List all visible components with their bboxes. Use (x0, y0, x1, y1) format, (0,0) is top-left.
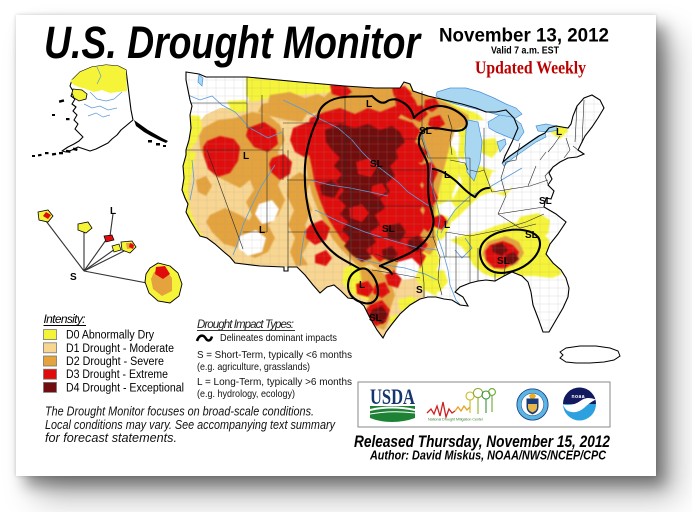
svg-text:SL: SL (525, 230, 538, 241)
svg-text:L: L (359, 280, 365, 291)
svg-text:S: S (70, 272, 77, 283)
svg-text:L: L (110, 206, 116, 217)
svg-text:SL: SL (369, 313, 382, 324)
svg-text:Author: David Miskus, NOAA/NWS: Author: David Miskus, NOAA/NWS/NCEP/CPC (369, 448, 606, 463)
svg-text:Delineates dominant impacts: Delineates dominant impacts (220, 332, 337, 344)
svg-text:L: L (556, 127, 562, 138)
svg-text:U.S. Drought Monitor: U.S. Drought Monitor (44, 17, 422, 68)
svg-text:L: L (366, 99, 372, 110)
svg-text:L = Long-Term, typically >6 mo: L = Long-Term, typically >6 months (197, 376, 352, 388)
svg-text:SL: SL (370, 159, 383, 170)
svg-text:for forecast statements.: for forecast statements. (45, 431, 177, 445)
svg-text:D3 Drought - Extreme: D3 Drought - Extreme (66, 369, 168, 381)
svg-text:November 13, 2012: November 13, 2012 (439, 25, 609, 47)
svg-text:L: L (243, 151, 249, 162)
svg-text:USDA: USDA (370, 384, 415, 409)
svg-text:S = Short-Term, typically <6 m: S = Short-Term, typically <6 months (197, 349, 352, 361)
svg-text:National Drought Mitigation Ce: National Drought Mitigation Center (428, 418, 484, 422)
svg-text:(e.g. hydrology, ecology): (e.g. hydrology, ecology) (197, 388, 295, 400)
svg-text:D1 Drought - Moderate: D1 Drought - Moderate (66, 343, 174, 355)
svg-text:(e.g. agriculture, grasslands): (e.g. agriculture, grasslands) (197, 361, 310, 373)
svg-text:SL: SL (539, 196, 552, 207)
svg-text:Updated Weekly: Updated Weekly (475, 58, 586, 78)
svg-text:Intensity:: Intensity: (44, 312, 86, 326)
svg-text:SL: SL (497, 256, 510, 267)
svg-text:D2 Drought - Severe: D2 Drought - Severe (66, 356, 164, 368)
svg-text:L: L (444, 170, 450, 181)
svg-text:SL: SL (419, 126, 432, 137)
svg-text:D4 Drought - Exceptional: D4 Drought - Exceptional (66, 382, 184, 394)
svg-text:Released Thursday, November 15: Released Thursday, November 15, 2012 (354, 433, 610, 451)
svg-text:Local conditions may vary. See: Local conditions may vary. See accompany… (45, 418, 336, 432)
svg-text:S: S (416, 285, 423, 296)
svg-text:The Drought Monitor focuses on: The Drought Monitor focuses on broad-sca… (45, 405, 314, 419)
svg-text:Valid 7 a.m. EST: Valid 7 a.m. EST (491, 45, 559, 57)
svg-text:L: L (259, 225, 265, 236)
svg-text:D0 Abnormally Dry: D0 Abnormally Dry (66, 330, 154, 342)
svg-text:SL: SL (382, 224, 395, 235)
svg-text:L: L (444, 220, 450, 231)
svg-text:Drought Impact Types:: Drought Impact Types: (197, 319, 294, 331)
svg-text:noaa: noaa (572, 394, 585, 400)
